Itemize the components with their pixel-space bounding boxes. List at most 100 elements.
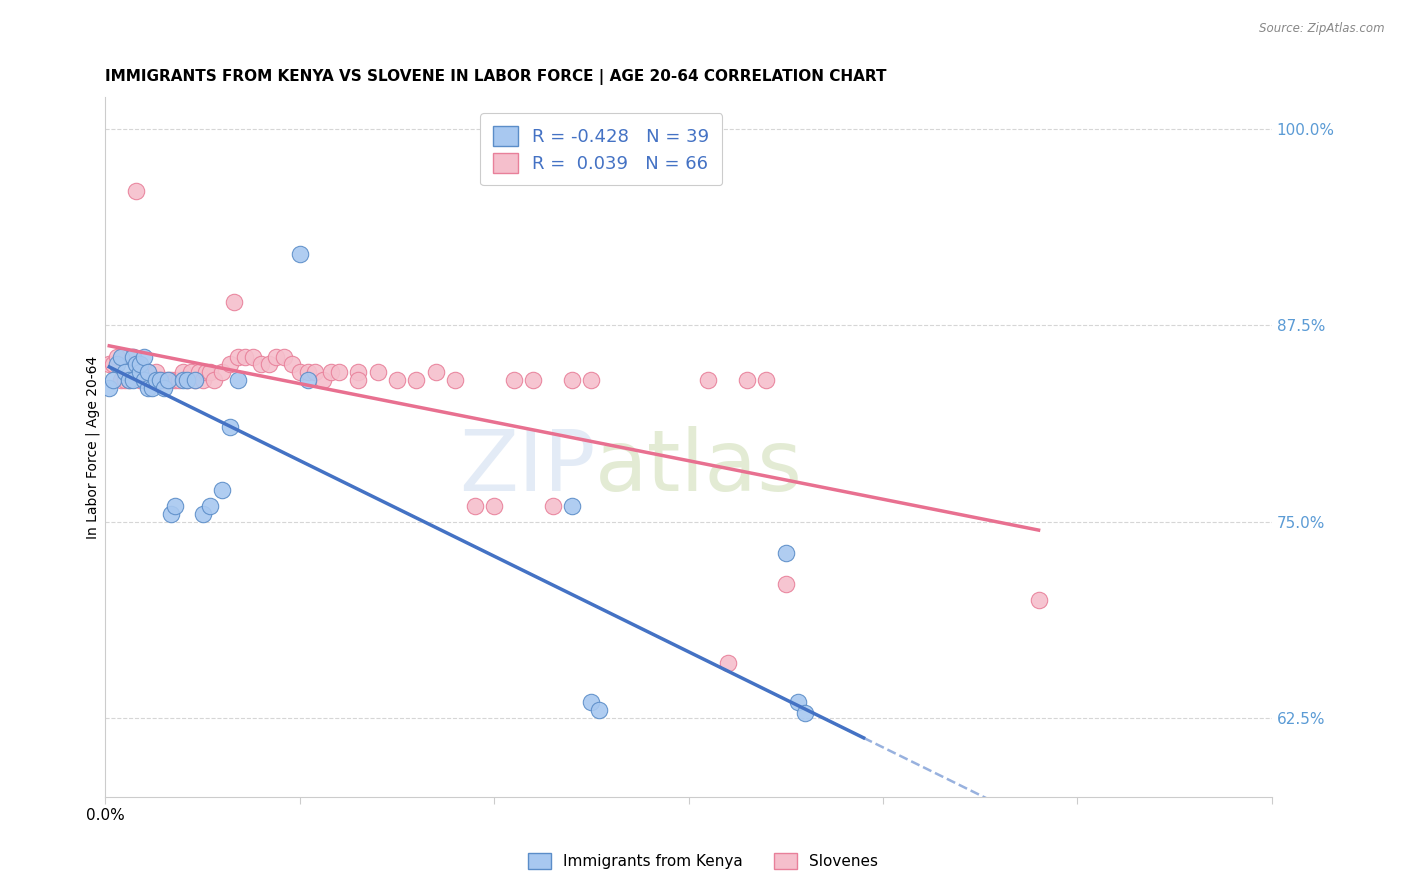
Point: [588, 703, 610, 717]
Point: [794, 706, 817, 721]
Point: [775, 577, 797, 591]
Point: [697, 373, 720, 387]
Point: [250, 358, 273, 372]
Point: [202, 373, 225, 387]
Point: [98, 381, 121, 395]
Point: [716, 656, 738, 670]
Point: [141, 373, 163, 387]
Point: [101, 373, 124, 387]
Point: [172, 365, 194, 379]
Point: [121, 350, 143, 364]
Point: [482, 499, 505, 513]
Point: [129, 365, 152, 379]
Point: [319, 365, 342, 379]
Point: [522, 373, 544, 387]
Point: [273, 350, 295, 364]
Point: [786, 695, 808, 709]
Point: [141, 381, 163, 395]
Point: [152, 373, 174, 387]
Point: [160, 373, 183, 387]
Point: [121, 350, 143, 364]
Point: [200, 365, 222, 379]
Point: [114, 365, 136, 379]
Point: [211, 483, 233, 498]
Point: [156, 373, 179, 387]
Point: [502, 373, 524, 387]
Point: [581, 695, 603, 709]
Point: [172, 373, 194, 387]
Point: [145, 373, 167, 387]
Point: [136, 365, 159, 379]
Point: [755, 373, 778, 387]
Point: [105, 358, 128, 372]
Point: [118, 373, 141, 387]
Point: [775, 546, 797, 560]
Point: [149, 373, 172, 387]
Point: [297, 365, 319, 379]
Point: [118, 373, 141, 387]
Point: [222, 294, 245, 309]
Point: [257, 358, 280, 372]
Point: [125, 358, 148, 372]
Point: [114, 373, 136, 387]
Point: [176, 373, 198, 387]
Point: [581, 373, 603, 387]
Point: [288, 365, 311, 379]
Point: [561, 499, 583, 513]
Point: [101, 358, 124, 372]
Point: [165, 373, 187, 387]
Point: [347, 365, 370, 379]
Point: [167, 373, 190, 387]
Point: [347, 373, 370, 387]
Point: [160, 507, 183, 521]
Text: IMMIGRANTS FROM KENYA VS SLOVENE IN LABOR FORCE | AGE 20-64 CORRELATION CHART: IMMIGRANTS FROM KENYA VS SLOVENE IN LABO…: [105, 69, 887, 85]
Point: [98, 358, 121, 372]
Point: [121, 373, 143, 387]
Point: [110, 350, 132, 364]
Point: [152, 381, 174, 395]
Point: [464, 499, 486, 513]
Point: [367, 365, 389, 379]
Point: [187, 365, 209, 379]
Point: [184, 373, 207, 387]
Point: [191, 373, 214, 387]
Point: [304, 365, 326, 379]
Point: [1028, 593, 1050, 607]
Point: [444, 373, 467, 387]
Point: [129, 373, 152, 387]
Point: [297, 373, 319, 387]
Point: [385, 373, 408, 387]
Point: [191, 507, 214, 521]
Point: [226, 350, 249, 364]
Point: [176, 373, 198, 387]
Point: [110, 373, 132, 387]
Point: [218, 420, 240, 434]
Point: [328, 365, 350, 379]
Point: [180, 365, 202, 379]
Point: [134, 365, 156, 379]
Point: [425, 365, 447, 379]
Point: [184, 373, 207, 387]
Point: [405, 373, 427, 387]
Point: [129, 358, 152, 372]
Point: [801, 814, 824, 828]
Point: [541, 499, 564, 513]
Point: [233, 350, 256, 364]
Point: [149, 373, 172, 387]
Point: [281, 358, 304, 372]
Legend: R = -0.428   N = 39, R =  0.039   N = 66: R = -0.428 N = 39, R = 0.039 N = 66: [479, 113, 723, 186]
Point: [125, 185, 148, 199]
Point: [218, 358, 240, 372]
Point: [735, 373, 758, 387]
Point: [145, 365, 167, 379]
Legend: Immigrants from Kenya, Slovenes: Immigrants from Kenya, Slovenes: [522, 847, 884, 875]
Point: [125, 358, 148, 372]
Point: [105, 350, 128, 364]
Y-axis label: In Labor Force | Age 20-64: In Labor Force | Age 20-64: [86, 355, 100, 539]
Point: [136, 365, 159, 379]
Text: ZIP: ZIP: [458, 426, 595, 509]
Point: [136, 381, 159, 395]
Text: Source: ZipAtlas.com: Source: ZipAtlas.com: [1260, 22, 1385, 36]
Point: [195, 365, 218, 379]
Point: [288, 247, 311, 261]
